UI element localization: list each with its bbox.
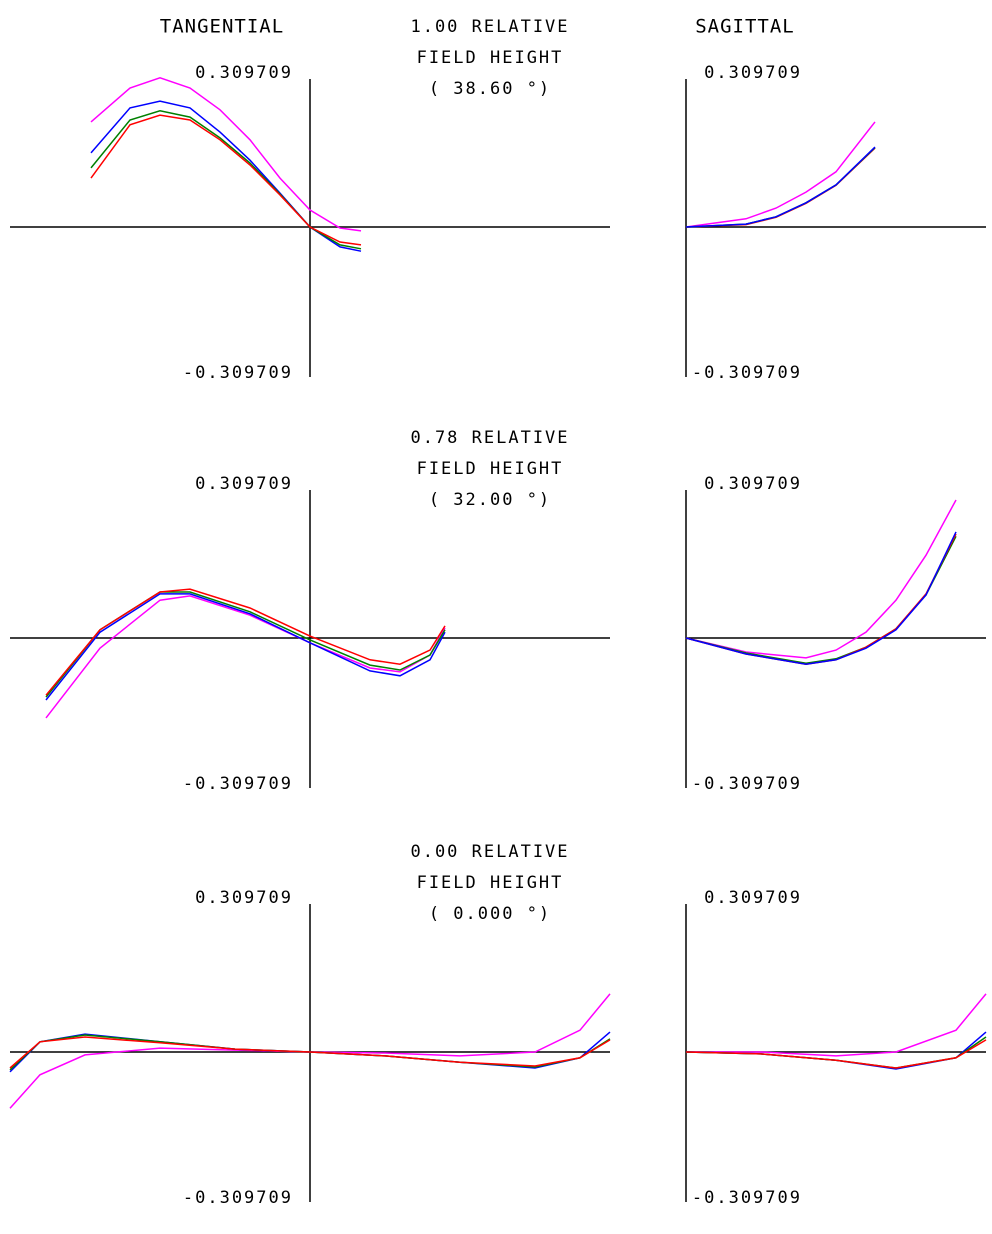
ray-curve <box>685 533 957 665</box>
ray-curve <box>45 588 446 696</box>
y-tick-label: -0.309709 <box>183 363 293 383</box>
y-tick-label: 0.309709 <box>704 474 802 494</box>
field-label: 0.00 RELATIVE <box>410 842 569 862</box>
ray-curve <box>685 531 957 665</box>
ray-curve <box>685 146 876 228</box>
field-label: ( 38.60 °) <box>429 79 551 99</box>
y-tick-label: -0.309709 <box>692 363 802 383</box>
ray-curve <box>685 1039 987 1069</box>
y-tick-label: -0.309709 <box>183 1188 293 1208</box>
ray-curve <box>45 595 446 719</box>
field-label: FIELD HEIGHT <box>417 459 564 479</box>
y-tick-label: 0.309709 <box>704 888 802 908</box>
field-label: 0.78 RELATIVE <box>410 428 569 448</box>
ray-curve <box>45 593 446 701</box>
field-label: FIELD HEIGHT <box>417 48 564 68</box>
y-tick-label: -0.309709 <box>692 774 802 794</box>
ray-curve <box>90 77 362 232</box>
ray-curve <box>90 110 362 250</box>
field-label: ( 32.00 °) <box>429 490 551 510</box>
ray-curve <box>685 1031 987 1070</box>
ray-curve <box>90 100 362 252</box>
field-label: 1.00 RELATIVE <box>410 17 569 37</box>
y-tick-label: 0.309709 <box>195 474 293 494</box>
y-tick-label: 0.309709 <box>704 63 802 83</box>
y-tick-label: 0.309709 <box>195 63 293 83</box>
chart-title: SAGITTAL <box>695 16 795 38</box>
field-label: ( 0.000 °) <box>429 904 551 924</box>
ray-curve <box>685 121 876 228</box>
ray-curve <box>685 499 957 659</box>
ray-curve <box>686 993 987 1057</box>
y-tick-label: 0.309709 <box>195 888 293 908</box>
chart-title: TANGENTIAL <box>160 16 284 38</box>
ray-curve <box>685 535 957 664</box>
ray-curve <box>9 1036 611 1069</box>
ray-curve <box>90 114 362 246</box>
field-label: FIELD HEIGHT <box>417 873 564 893</box>
y-tick-label: -0.309709 <box>183 774 293 794</box>
ray-curve <box>45 591 446 698</box>
y-tick-label: -0.309709 <box>692 1188 802 1208</box>
